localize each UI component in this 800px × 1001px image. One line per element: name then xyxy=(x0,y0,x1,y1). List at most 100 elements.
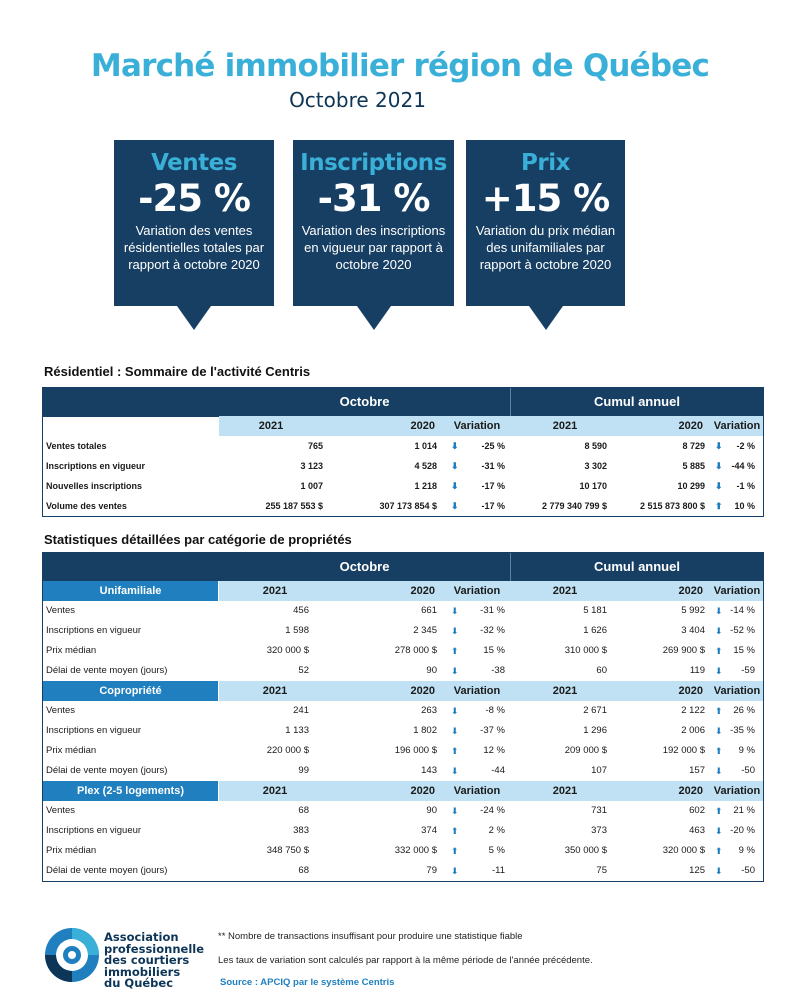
col-variation: Variation xyxy=(711,581,763,601)
cell-ytd-variation: -35 % xyxy=(730,725,755,736)
cell-ytd-variation: -2 % xyxy=(736,441,755,451)
page-subtitle: Octobre 2021 xyxy=(289,88,426,112)
row-label: Inscriptions en vigueur xyxy=(46,825,142,836)
cell-month-2021: 3 123 xyxy=(300,461,323,471)
col-2021: 2021 xyxy=(219,416,331,436)
arrow-down-icon: ⬇ xyxy=(451,866,459,876)
cell-month-2020: 661 xyxy=(421,605,437,616)
cell-month-2020: 90 xyxy=(426,665,437,676)
row-label: Ventes xyxy=(46,705,76,716)
cell-month-variation: -32 % xyxy=(480,625,505,636)
category-header: Copropriété 2021 2020 Variation 2021 2020 Vari… xyxy=(43,681,763,701)
row-label: Ventes xyxy=(46,805,76,816)
col-variation: Variation xyxy=(443,416,511,436)
col-variation: Variation xyxy=(443,681,511,701)
cell-month-2021: 765 xyxy=(307,441,323,451)
group-ytd: Cumul annuel xyxy=(511,553,763,581)
cell-ytd-2021: 10 170 xyxy=(579,481,607,491)
card-prix: Prix +15 % Variation du prix médian des … xyxy=(466,140,625,330)
cell-ytd-2021: 8 590 xyxy=(584,441,607,451)
card-ventes: Ventes -25 % Variation des ventes réside… xyxy=(114,140,274,330)
row-label: Ventes totales xyxy=(46,441,107,451)
category-header: Plex (2-5 logements) 2021 2020 Variation 202… xyxy=(43,781,763,801)
cell-month-variation: -31 % xyxy=(481,461,505,471)
arrow-down-icon: ⬇ xyxy=(715,606,723,616)
arrow-up-icon: ⬆ xyxy=(451,646,459,656)
cell-month-2021: 1 133 xyxy=(285,725,309,736)
cell-month-2021: 348 750 $ xyxy=(266,845,309,856)
cell-ytd-2021: 1 296 xyxy=(583,725,607,736)
cell-ytd-variation: -14 % xyxy=(730,605,755,616)
summary-group-header: Octobre Cumul annuel xyxy=(43,388,763,416)
summary-column-header: 2021 2020 Variation 2021 2020 Variation xyxy=(43,416,763,436)
group-ytd: Cumul annuel xyxy=(511,388,763,416)
row-label: Délai de vente moyen (jours) xyxy=(46,865,168,876)
arrow-down-icon: ⬇ xyxy=(715,626,723,636)
col-variation: Variation xyxy=(711,416,763,436)
logo-line: immobiliers xyxy=(104,964,181,979)
table-row: Délai de vente moyen (jours) 99 143 ⬇ -44 107… xyxy=(43,761,763,781)
arrow-up-icon: ⬆ xyxy=(715,746,723,756)
cell-ytd-2020: 2 122 xyxy=(681,705,705,716)
label-cell xyxy=(43,416,219,436)
cell-month-2020: 1 218 xyxy=(414,481,437,491)
col-2021: 2021 xyxy=(219,781,331,801)
table-row: Prix médian 220 000 $ 196 000 $ ⬆ 12 % 209 00… xyxy=(43,741,763,761)
table-row: Ventes totales 765 1 014 ⬇ -25 % 8 590 8 729 ⬇ -… xyxy=(43,436,763,456)
cell-ytd-variation: 21 % xyxy=(733,805,755,816)
cell-ytd-2020: 5 992 xyxy=(681,605,705,616)
cell-ytd-2020: 8 729 xyxy=(682,441,705,451)
cell-month-2021: 320 000 $ xyxy=(266,645,309,656)
cell-ytd-2021: 75 xyxy=(596,865,607,876)
cell-ytd-variation: 15 % xyxy=(733,645,755,656)
arrow-down-icon: ⬇ xyxy=(451,726,459,736)
cell-month-variation: 2 % xyxy=(488,825,505,836)
cell-month-2021: 68 xyxy=(298,805,309,816)
cell-ytd-2020: 5 885 xyxy=(682,461,705,471)
arrow-down-icon: ⬇ xyxy=(715,726,723,736)
cell-month-2020: 2 345 xyxy=(413,625,437,636)
cell-ytd-variation: 9 % xyxy=(738,745,755,756)
cell-ytd-2021: 310 000 $ xyxy=(564,645,607,656)
cell-ytd-2021: 2 779 340 799 $ xyxy=(541,501,607,511)
cell-ytd-2021: 60 xyxy=(596,665,607,676)
cell-ytd-2021: 373 xyxy=(591,825,607,836)
cell-ytd-2020: 2 006 xyxy=(681,725,705,736)
arrow-down-icon: ⬇ xyxy=(715,666,723,676)
table-row: Délai de vente moyen (jours) 68 79 ⬇ -11 75 12… xyxy=(43,861,763,881)
row-label: Prix médian xyxy=(46,745,97,756)
table-row: Délai de vente moyen (jours) 52 90 ⬇ -38 60 11… xyxy=(43,661,763,681)
details-group-header: Octobre Cumul annuel xyxy=(43,553,763,581)
arrow-down-icon: ⬇ xyxy=(451,501,459,511)
table-row: Inscriptions en vigueur 1 133 1 802 ⬇ -37 % 1… xyxy=(43,721,763,741)
cell-ytd-2020: 125 xyxy=(689,865,705,876)
cell-ytd-2021: 3 302 xyxy=(584,461,607,471)
cell-ytd-variation: -50 xyxy=(741,865,755,876)
arrow-up-icon: ⬆ xyxy=(451,746,459,756)
cell-month-variation: -8 % xyxy=(485,705,505,716)
cell-ytd-2020: 463 xyxy=(689,825,705,836)
cell-month-2020: 196 000 $ xyxy=(394,745,437,756)
page-title: Marché immobilier région de Québec xyxy=(90,48,710,84)
col-variation: Variation xyxy=(443,581,511,601)
table-row: Ventes 456 661 ⬇ -31 % 5 181 5 992 ⬇ -14 % xyxy=(43,601,763,621)
cell-month-2021: 220 000 $ xyxy=(266,745,309,756)
logo-line: Association xyxy=(104,930,179,944)
cell-month-2020: 1 014 xyxy=(414,441,437,451)
cell-month-2020: 1 802 xyxy=(413,725,437,736)
summary-section-title: Résidentiel : Sommaire de l'activité Cen… xyxy=(44,364,311,379)
cell-ytd-2020: 119 xyxy=(689,665,705,676)
row-label: Prix médian xyxy=(46,845,97,856)
card-title: Inscriptions xyxy=(300,150,447,176)
col-2021: 2021 xyxy=(511,781,619,801)
col-2020: 2020 xyxy=(619,416,711,436)
cell-ytd-variation: -1 % xyxy=(736,481,755,491)
arrow-up-icon: ⬆ xyxy=(715,706,723,716)
arrow-down-icon: ⬇ xyxy=(451,666,459,676)
cell-ytd-2021: 5 181 xyxy=(583,605,607,616)
arrow-up-icon: ⬆ xyxy=(715,501,723,511)
card-inscriptions: Inscriptions -31 % Variation des inscrip… xyxy=(293,140,454,330)
card-description: Variation des inscriptions en vigueur pa… xyxy=(301,223,446,272)
cell-month-2021: 383 xyxy=(293,825,309,836)
apciq-logo-icon xyxy=(45,928,99,982)
